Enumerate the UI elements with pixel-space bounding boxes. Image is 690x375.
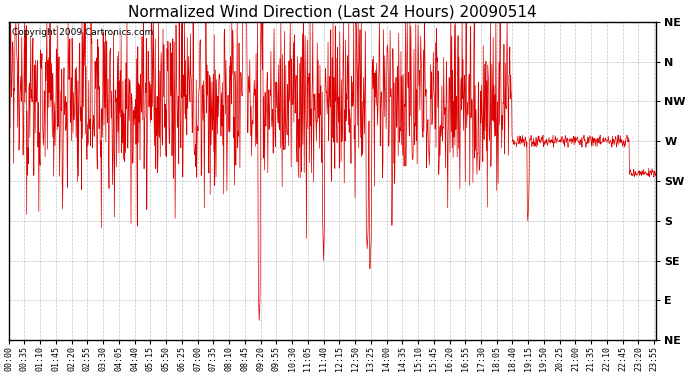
Title: Normalized Wind Direction (Last 24 Hours) 20090514: Normalized Wind Direction (Last 24 Hours… [128, 4, 537, 19]
Text: Copyright 2009 Cartronics.com: Copyright 2009 Cartronics.com [12, 28, 153, 37]
